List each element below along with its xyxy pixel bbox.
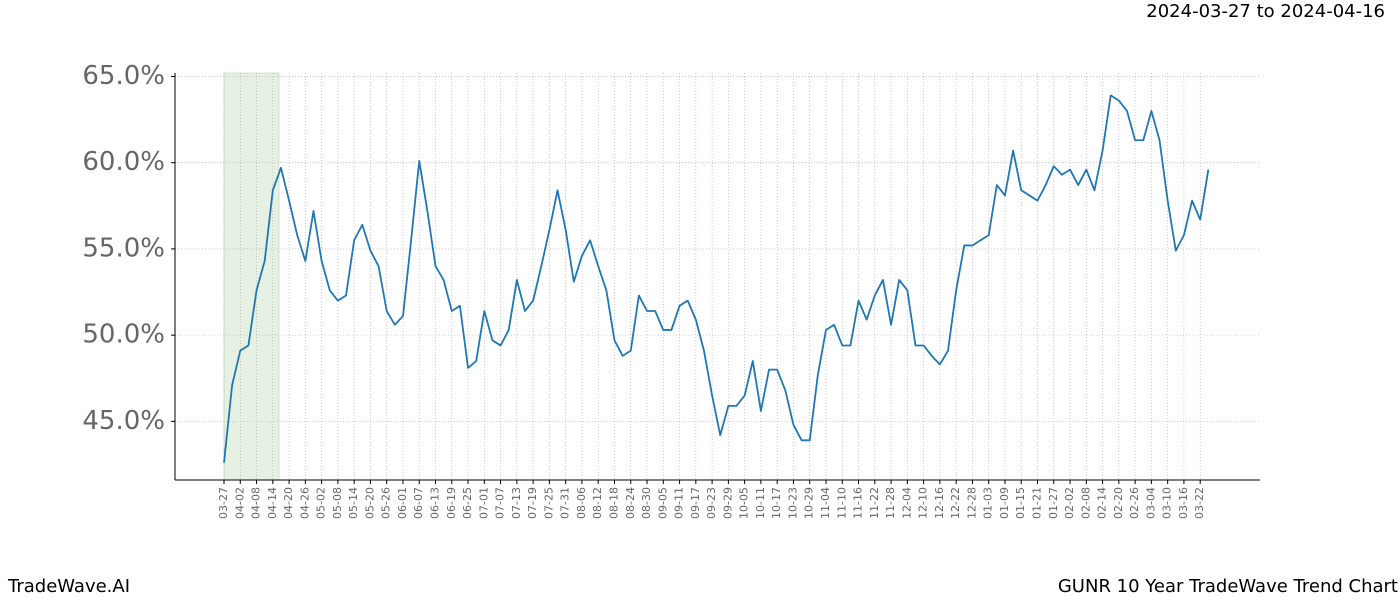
x-tick-label: 02-08 bbox=[1079, 487, 1092, 519]
y-tick-label: 60.0% bbox=[82, 147, 165, 177]
x-tick-label: 09-11 bbox=[673, 487, 686, 519]
x-tick-label: 06-13 bbox=[429, 487, 442, 519]
y-tick-label: 50.0% bbox=[82, 320, 165, 350]
x-tick-label: 04-20 bbox=[282, 487, 295, 519]
highlight-band bbox=[223, 72, 280, 481]
x-tick-label: 01-03 bbox=[982, 487, 995, 519]
footer-left: TradeWave.AI bbox=[7, 576, 130, 597]
x-tick-label: 01-15 bbox=[1014, 487, 1027, 519]
x-tick-label: 12-22 bbox=[949, 487, 962, 519]
y-tick-label: 45.0% bbox=[82, 406, 165, 436]
x-tick-label: 09-17 bbox=[689, 487, 702, 519]
x-tick-label: 10-29 bbox=[803, 487, 816, 519]
x-tick-label: 12-10 bbox=[917, 487, 930, 519]
trend-line bbox=[223, 94, 1210, 463]
x-tick-label: 12-04 bbox=[900, 487, 913, 519]
x-tick-label: 02-26 bbox=[1128, 487, 1141, 519]
x-tick-label: 06-25 bbox=[461, 487, 474, 519]
x-tick-label: 05-08 bbox=[331, 487, 344, 519]
x-tick-label: 11-22 bbox=[868, 487, 881, 519]
x-tick-label: 10-23 bbox=[786, 487, 799, 519]
x-tick-label: 12-16 bbox=[933, 487, 946, 519]
x-tick-label: 07-25 bbox=[542, 487, 555, 519]
x-tick-label: 07-19 bbox=[526, 487, 539, 519]
x-tick-label: 04-14 bbox=[266, 487, 279, 519]
x-tick-label: 10-11 bbox=[754, 487, 767, 519]
y-tick-label: 65.0% bbox=[82, 61, 165, 91]
x-tick-label: 05-20 bbox=[363, 487, 376, 519]
x-tick-label: 06-07 bbox=[412, 487, 425, 519]
x-tick-label: 06-01 bbox=[396, 487, 409, 519]
x-tick-label: 02-20 bbox=[1112, 487, 1125, 519]
x-tick-label: 08-24 bbox=[624, 487, 637, 519]
chart-title: 2024-03-27 to 2024-04-16 bbox=[1146, 1, 1385, 22]
footer-right: GUNR 10 Year TradeWave Trend Chart bbox=[1058, 576, 1398, 597]
y-tick-label: 55.0% bbox=[82, 233, 165, 263]
x-tick-label: 07-13 bbox=[510, 487, 523, 519]
x-tick-label: 09-23 bbox=[705, 487, 718, 519]
x-tick-label: 08-12 bbox=[591, 487, 604, 519]
x-tick-label: 03-04 bbox=[1144, 487, 1157, 519]
x-tick-label: 10-05 bbox=[738, 487, 751, 519]
x-tick-label: 03-10 bbox=[1161, 487, 1174, 519]
x-tick-label: 04-08 bbox=[250, 487, 263, 519]
x-tick-label: 03-22 bbox=[1193, 487, 1206, 519]
x-tick-label: 08-18 bbox=[607, 487, 620, 519]
x-tick-label: 11-10 bbox=[835, 487, 848, 519]
x-tick-label: 07-01 bbox=[477, 487, 490, 519]
x-tick-label: 03-16 bbox=[1177, 487, 1190, 519]
x-tick-label: 11-04 bbox=[819, 487, 832, 519]
x-tick-label: 07-31 bbox=[559, 487, 572, 519]
x-tick-label: 09-29 bbox=[721, 487, 734, 519]
x-tick-label: 10-17 bbox=[770, 487, 783, 519]
x-tick-label: 03-27 bbox=[217, 487, 230, 519]
x-tick-label: 05-26 bbox=[380, 487, 393, 519]
x-tick-label: 01-27 bbox=[1047, 487, 1060, 519]
x-tick-label: 11-16 bbox=[852, 487, 865, 519]
x-tick-label: 02-14 bbox=[1096, 487, 1109, 519]
x-tick-label: 11-28 bbox=[884, 487, 897, 519]
x-tick-label: 06-19 bbox=[445, 487, 458, 519]
x-tick-label: 04-02 bbox=[233, 487, 246, 519]
x-tick-label: 08-30 bbox=[640, 487, 653, 519]
x-tick-label: 04-26 bbox=[298, 487, 311, 519]
x-tick-label: 09-05 bbox=[656, 487, 669, 519]
x-tick-label: 05-02 bbox=[315, 487, 328, 519]
x-tick-label: 05-14 bbox=[347, 487, 360, 519]
x-tick-label: 02-02 bbox=[1063, 487, 1076, 519]
x-tick-label: 07-07 bbox=[494, 487, 507, 519]
x-tick-label: 01-09 bbox=[998, 487, 1011, 519]
x-tick-label: 01-21 bbox=[1031, 487, 1044, 519]
x-tick-label: 12-28 bbox=[965, 487, 978, 519]
x-tick-label: 08-06 bbox=[575, 487, 588, 519]
